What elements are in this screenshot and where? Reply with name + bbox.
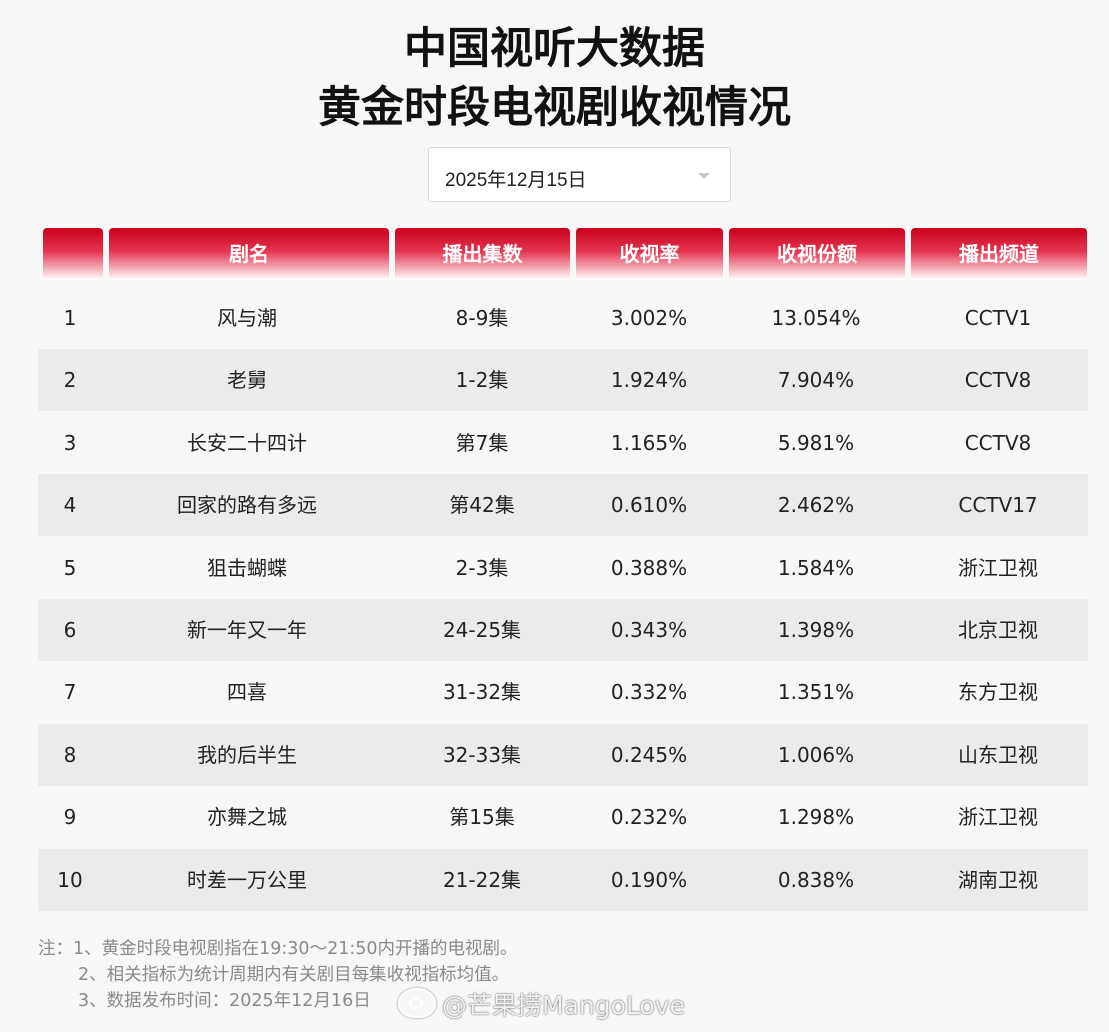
cell-rank: 8 [63,742,77,767]
header-name: 剧名 [109,228,389,280]
cell-episodes: 31-32集 [442,680,522,705]
cell-channel: 湖南卫视 [958,867,1038,892]
table-row: 2 老舅 1-2集 1.924% 7.904% CCTV8 [38,349,1088,412]
cell-rank: 7 [63,680,77,705]
footnotes: 注：1、黄金时段电视剧指在19:30～21:50内开播的电视剧。 2、相关指标为… [38,936,518,1014]
table-row: 3 长安二十四计 第7集 1.165% 5.981% CCTV8 [38,411,1088,474]
cell-channel: 山东卫视 [958,742,1038,767]
cell-channel: CCTV8 [964,430,1032,455]
table-row: 7 四喜 31-32集 0.332% 1.351% 东方卫视 [38,661,1088,724]
cell-share: 1.398% [777,618,855,642]
header-rating: 收视率 [576,228,723,280]
cell-episodes: 21-22集 [442,867,522,892]
cell-rating: 1.165% [610,430,688,455]
weibo-icon [398,988,436,1018]
cell-episodes: 第7集 [455,430,509,455]
watermark-text: @芒果捞MangoLove [442,991,685,1020]
cell-rating: 0.190% [610,867,688,892]
table-row: 6 新一年又一年 24-25集 0.343% 1.398% 北京卫视 [38,599,1088,661]
cell-name: 狙击蝴蝶 [207,555,287,580]
table-row: 1 风与潮 8-9集 3.002% 13.054% CCTV1 [38,287,1088,349]
cell-rank: 4 [63,493,77,518]
footnote-3: 3、数据发布时间：2025年12月16日 [78,991,371,1011]
cell-rating: 0.332% [610,680,688,705]
cell-rating: 1.924% [610,368,688,393]
footnote-1: 注：1、黄金时段电视剧指在19:30～21:50内开播的电视剧。 [38,939,518,959]
cell-rank: 9 [63,805,77,830]
cell-name: 风与潮 [217,306,277,330]
cell-share: 13.054% [771,306,861,330]
cell-episodes: 2-3集 [455,555,509,580]
cell-channel: 浙江卫视 [958,555,1038,580]
cell-share: 1.351% [777,680,855,705]
cell-name: 时差一万公里 [187,867,307,892]
cell-rating: 0.388% [610,555,688,580]
cell-episodes: 24-25集 [442,618,522,642]
header-rank [43,228,103,280]
footnote-2: 2、相关指标为统计周期内有关剧目每集收视指标均值。 [78,965,510,985]
cell-name: 长安二十四计 [187,430,307,455]
cell-share: 0.838% [777,867,855,892]
table-row: 5 狙击蝴蝶 2-3集 0.388% 1.584% 浙江卫视 [38,536,1088,599]
page-subtitle: 黄金时段电视剧收视情况 [318,83,791,133]
page-title: 中国视听大数据 [404,24,705,74]
cell-episodes: 32-33集 [442,742,522,767]
cell-episodes: 1-2集 [455,368,509,393]
cell-name: 亦舞之城 [207,805,287,830]
date-select-value: 2025年12月15日 [445,170,587,191]
header-share: 收视份额 [729,228,905,280]
cell-episodes: 第15集 [449,805,515,830]
table-row: 8 我的后半生 32-33集 0.245% 1.006% 山东卫视 [38,723,1088,786]
table-row: 9 亦舞之城 第15集 0.232% 1.298% 浙江卫视 [38,786,1088,849]
cell-share: 5.981% [777,430,855,455]
cell-channel: CCTV17 [958,493,1038,518]
cell-share: 1.584% [777,555,855,580]
cell-name: 老舅 [227,368,267,393]
cell-rating: 0.610% [610,493,688,518]
cell-rating: 3.002% [610,306,688,330]
cell-rank: 3 [63,430,77,455]
cell-rank: 1 [63,306,77,330]
cell-episodes: 第42集 [449,493,515,518]
cell-name: 新一年又一年 [187,618,307,642]
date-select[interactable]: 2025年12月15日 [428,147,731,202]
cell-channel: CCTV8 [964,368,1032,393]
header-episodes: 播出集数 [395,228,570,280]
watermark: @芒果捞MangoLove [398,986,685,1022]
cell-rank: 10 [57,867,83,892]
cell-rating: 0.343% [610,618,688,642]
cell-channel: 东方卫视 [958,680,1038,705]
cell-rating: 0.245% [610,742,688,767]
cell-channel: 浙江卫视 [958,805,1038,830]
cell-name: 四喜 [227,680,267,705]
cell-rank: 5 [63,555,77,580]
cell-share: 7.904% [777,368,855,393]
cell-rank: 2 [63,368,77,393]
cell-share: 2.462% [777,493,855,518]
cell-name: 我的后半生 [197,742,297,767]
chevron-down-icon[interactable] [698,173,710,179]
cell-name: 回家的路有多远 [177,493,317,518]
cell-channel: 北京卫视 [958,618,1038,642]
cell-share: 1.298% [777,805,855,830]
table-row: 4 回家的路有多远 第42集 0.610% 2.462% CCTV17 [38,474,1088,537]
cell-rank: 6 [63,618,77,642]
header-channel: 播出频道 [911,228,1087,280]
cell-episodes: 8-9集 [455,306,509,330]
cell-share: 1.006% [777,742,855,767]
cell-channel: CCTV1 [964,306,1032,330]
cell-rating: 0.232% [610,805,688,830]
table-row: 10 时差一万公里 21-22集 0.190% 0.838% 湖南卫视 [38,848,1088,911]
